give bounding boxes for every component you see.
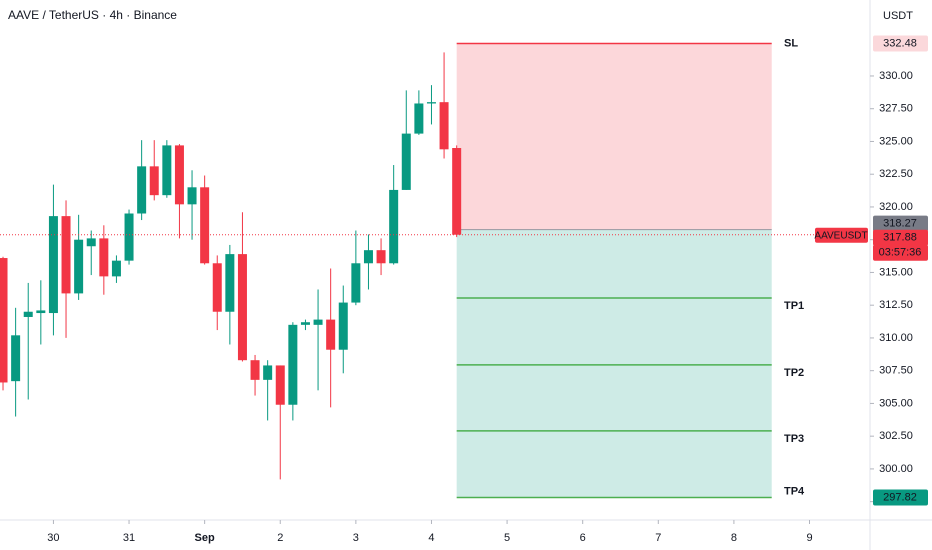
candle-body (174, 145, 184, 205)
entry-price-tag-bg (873, 215, 928, 232)
candle-body (137, 166, 147, 214)
x-tick-label: 31 (123, 532, 135, 544)
x-tick-label: 2 (277, 532, 283, 544)
candle-body (351, 263, 361, 303)
y-tick-label: 305.00 (879, 397, 913, 409)
x-tick-label: 7 (655, 532, 661, 544)
last-price-tag: 317.88 (883, 232, 917, 244)
candle-body (250, 360, 260, 380)
x-tick-label: Sep (195, 532, 215, 544)
y-tick-label: 312.50 (879, 299, 913, 311)
countdown-tag: 03:57:36 (879, 247, 922, 259)
candle-body (452, 148, 462, 235)
candle-body (11, 335, 21, 382)
candle-body (237, 254, 247, 361)
target-price-tag: 297.82 (883, 491, 917, 503)
candle-body (187, 187, 197, 205)
y-tick-label: 300.00 (879, 463, 913, 475)
candle-body (225, 254, 235, 312)
y-tick-label: 310.00 (879, 332, 913, 344)
stop-name: SL (784, 37, 798, 49)
x-tick-label: 4 (428, 532, 434, 544)
chart-title: AAVE / TetherUS · 4h · Binance (8, 8, 177, 22)
last-price-tag-bg (873, 229, 928, 246)
candle-body (212, 263, 222, 312)
candle-body (61, 216, 71, 294)
candle-body (48, 216, 58, 314)
y-tick-label: 315.00 (879, 266, 913, 278)
candle-body (36, 310, 46, 314)
candle-body (124, 213, 134, 261)
candle-body (300, 322, 310, 325)
target-zone (456, 229, 772, 498)
y-tick-label: 330.00 (879, 70, 913, 82)
y-tick-label: 325.00 (879, 135, 913, 147)
candle-body (23, 311, 33, 317)
candle-body (0, 258, 8, 383)
stop-price-tag: 332.48 (883, 37, 917, 49)
countdown-tag-bg (873, 244, 928, 261)
candle-body (426, 102, 436, 104)
candle-body (376, 250, 386, 264)
x-tick-label: 9 (806, 532, 812, 544)
x-tick-label: 30 (47, 532, 59, 544)
target-price-tag-bg (873, 489, 928, 506)
candle-body (74, 239, 84, 294)
candle-body (338, 302, 348, 350)
stop-zone (456, 43, 772, 230)
candle-body (414, 103, 424, 134)
candle-body (275, 365, 285, 405)
target-name: TP2 (784, 367, 804, 379)
target-name: TP1 (784, 300, 804, 312)
candle-body (162, 145, 172, 196)
y-tick-label: 307.50 (879, 365, 913, 377)
y-tick-label: 327.50 (879, 103, 913, 115)
candle-body (326, 319, 336, 350)
candle-body (313, 319, 323, 325)
y-tick-label: 302.50 (879, 430, 913, 442)
symbol-tag-bg (815, 227, 868, 243)
candle-body (263, 365, 273, 380)
symbol-tag: AAVEUSDT (814, 230, 867, 241)
y-axis-label: USDT (883, 10, 913, 22)
y-tick-label: 322.50 (879, 168, 913, 180)
x-tick-label: 6 (580, 532, 586, 544)
candle-body (111, 260, 121, 277)
entry-price-tag: 318.27 (883, 218, 917, 230)
candle-body (363, 250, 373, 264)
candle-body (99, 238, 109, 277)
candle-body (389, 189, 399, 264)
candle-body (200, 187, 210, 264)
y-tick-label: 320.00 (879, 201, 913, 213)
target-name: TP4 (784, 485, 805, 497)
x-tick-label: 5 (504, 532, 510, 544)
x-tick-label: 3 (353, 532, 359, 544)
x-tick-label: 8 (731, 532, 737, 544)
candle-body (288, 324, 298, 405)
candle-body (149, 166, 159, 196)
candle-body (86, 238, 96, 247)
candle-body (439, 102, 449, 150)
candle-body (401, 133, 411, 190)
target-name: TP3 (784, 433, 804, 445)
stop-price-tag-bg (873, 35, 928, 52)
